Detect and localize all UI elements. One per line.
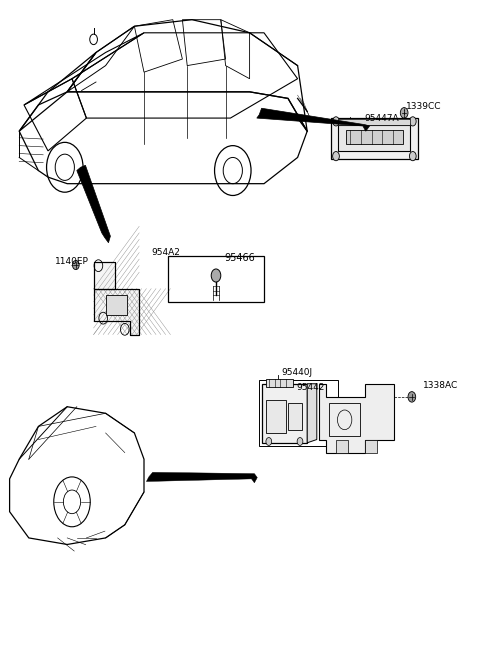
Circle shape [409,117,416,126]
Bar [259,380,338,446]
Bar [266,379,293,387]
Circle shape [408,392,416,402]
Text: 95466: 95466 [225,253,255,263]
Circle shape [72,260,79,270]
Text: 1338AC: 1338AC [423,381,458,390]
Text: 95442: 95442 [297,382,325,392]
Bar [168,256,264,302]
Text: 1339CC: 1339CC [406,102,441,111]
Polygon shape [338,125,410,151]
Circle shape [409,152,416,161]
Circle shape [211,269,221,282]
Circle shape [297,438,303,445]
Bar [106,295,127,315]
Polygon shape [94,289,139,335]
Polygon shape [319,384,394,453]
Bar [346,130,403,144]
Circle shape [333,117,339,126]
Polygon shape [307,384,317,443]
Polygon shape [94,262,115,289]
Text: 95447A: 95447A [365,113,399,123]
Polygon shape [77,165,110,243]
Polygon shape [338,119,410,125]
Bar [288,403,302,430]
Circle shape [333,152,339,161]
Polygon shape [331,118,418,159]
Text: 1140EP: 1140EP [55,256,89,266]
Text: 954A2: 954A2 [151,248,180,257]
Bar [329,403,360,436]
Bar [336,440,348,453]
Bar [262,384,307,443]
Polygon shape [146,472,257,483]
Polygon shape [257,108,370,131]
Circle shape [400,108,408,118]
Text: 95440J: 95440J [281,368,312,377]
Bar [365,440,377,453]
Bar [266,400,286,433]
Circle shape [266,438,272,445]
